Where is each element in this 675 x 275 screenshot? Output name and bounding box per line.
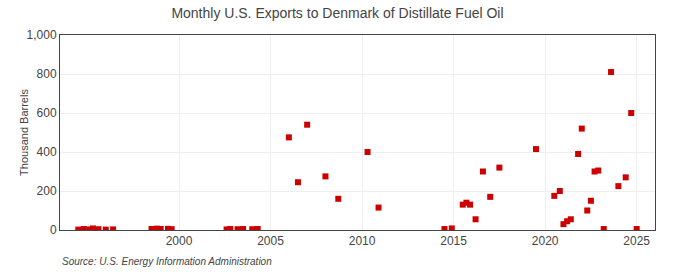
- svg-text:2015: 2015: [440, 234, 467, 248]
- svg-text:0: 0: [50, 223, 57, 237]
- svg-text:800: 800: [37, 67, 57, 81]
- svg-text:2000: 2000: [166, 234, 193, 248]
- svg-text:Source: U.S. Energy Informatio: Source: U.S. Energy Information Administ…: [62, 256, 272, 267]
- svg-text:1,000: 1,000: [27, 28, 57, 42]
- svg-text:2005: 2005: [257, 234, 284, 248]
- svg-text:Monthly U.S. Exports to Denmar: Monthly U.S. Exports to Denmark of Disti…: [171, 5, 503, 21]
- svg-text:400: 400: [37, 145, 57, 159]
- svg-text:200: 200: [37, 184, 57, 198]
- svg-text:2010: 2010: [349, 234, 376, 248]
- svg-text:600: 600: [37, 106, 57, 120]
- svg-text:2025: 2025: [623, 234, 650, 248]
- svg-text:2020: 2020: [532, 234, 559, 248]
- svg-text:Thousand Barrels: Thousand Barrels: [18, 89, 30, 176]
